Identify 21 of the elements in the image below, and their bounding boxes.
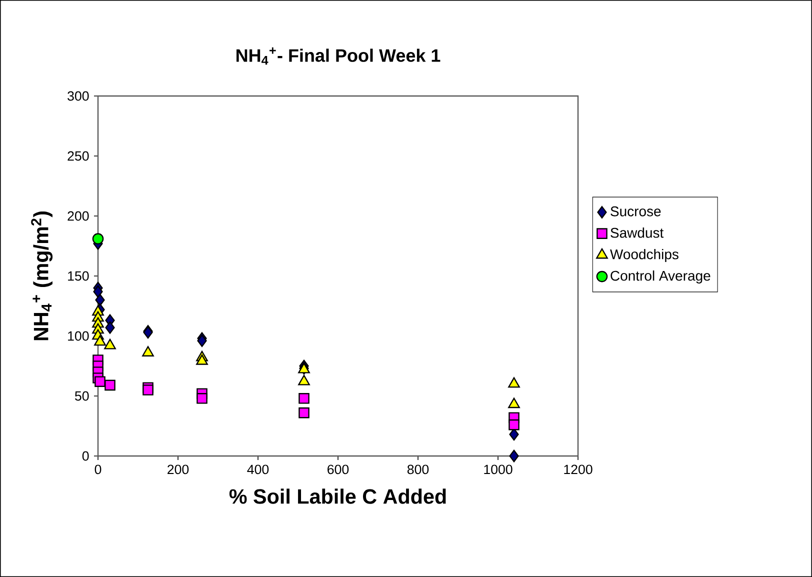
- x-tick-label: 0: [94, 464, 102, 474]
- legend-label: Sawdust: [610, 228, 664, 238]
- y-tick-label: 200: [68, 211, 89, 221]
- x-tick-label: 1000: [484, 464, 512, 474]
- x-tick-label: 600: [328, 464, 349, 474]
- y-tick-label: 100: [68, 331, 89, 341]
- y-tick-label: 50: [75, 391, 89, 401]
- y-tick-label: 0: [82, 451, 89, 461]
- legend-label: Sucrose: [610, 206, 661, 216]
- y-tick-label: 250: [68, 151, 89, 161]
- legend-label: Woodchips: [610, 248, 678, 262]
- legend-label: Control Average: [610, 270, 710, 284]
- y-axis-title: NH$_{4}$$^{+}$ (mg/m$^{2}$): [31, 212, 53, 340]
- x-tick-label: 800: [407, 464, 429, 474]
- x-tick-label: 200: [168, 464, 189, 474]
- chart-title: NH$_{4}$$^{+}$- Final Pool Week 1: [236, 47, 440, 65]
- x-tick-label: 400: [247, 464, 269, 474]
- x-axis-title: % Soil Labile C Added: [229, 488, 446, 504]
- y-tick-label: 150: [68, 271, 89, 281]
- x-tick-label: 1200: [564, 464, 592, 474]
- y-tick-label: 300: [68, 91, 89, 101]
